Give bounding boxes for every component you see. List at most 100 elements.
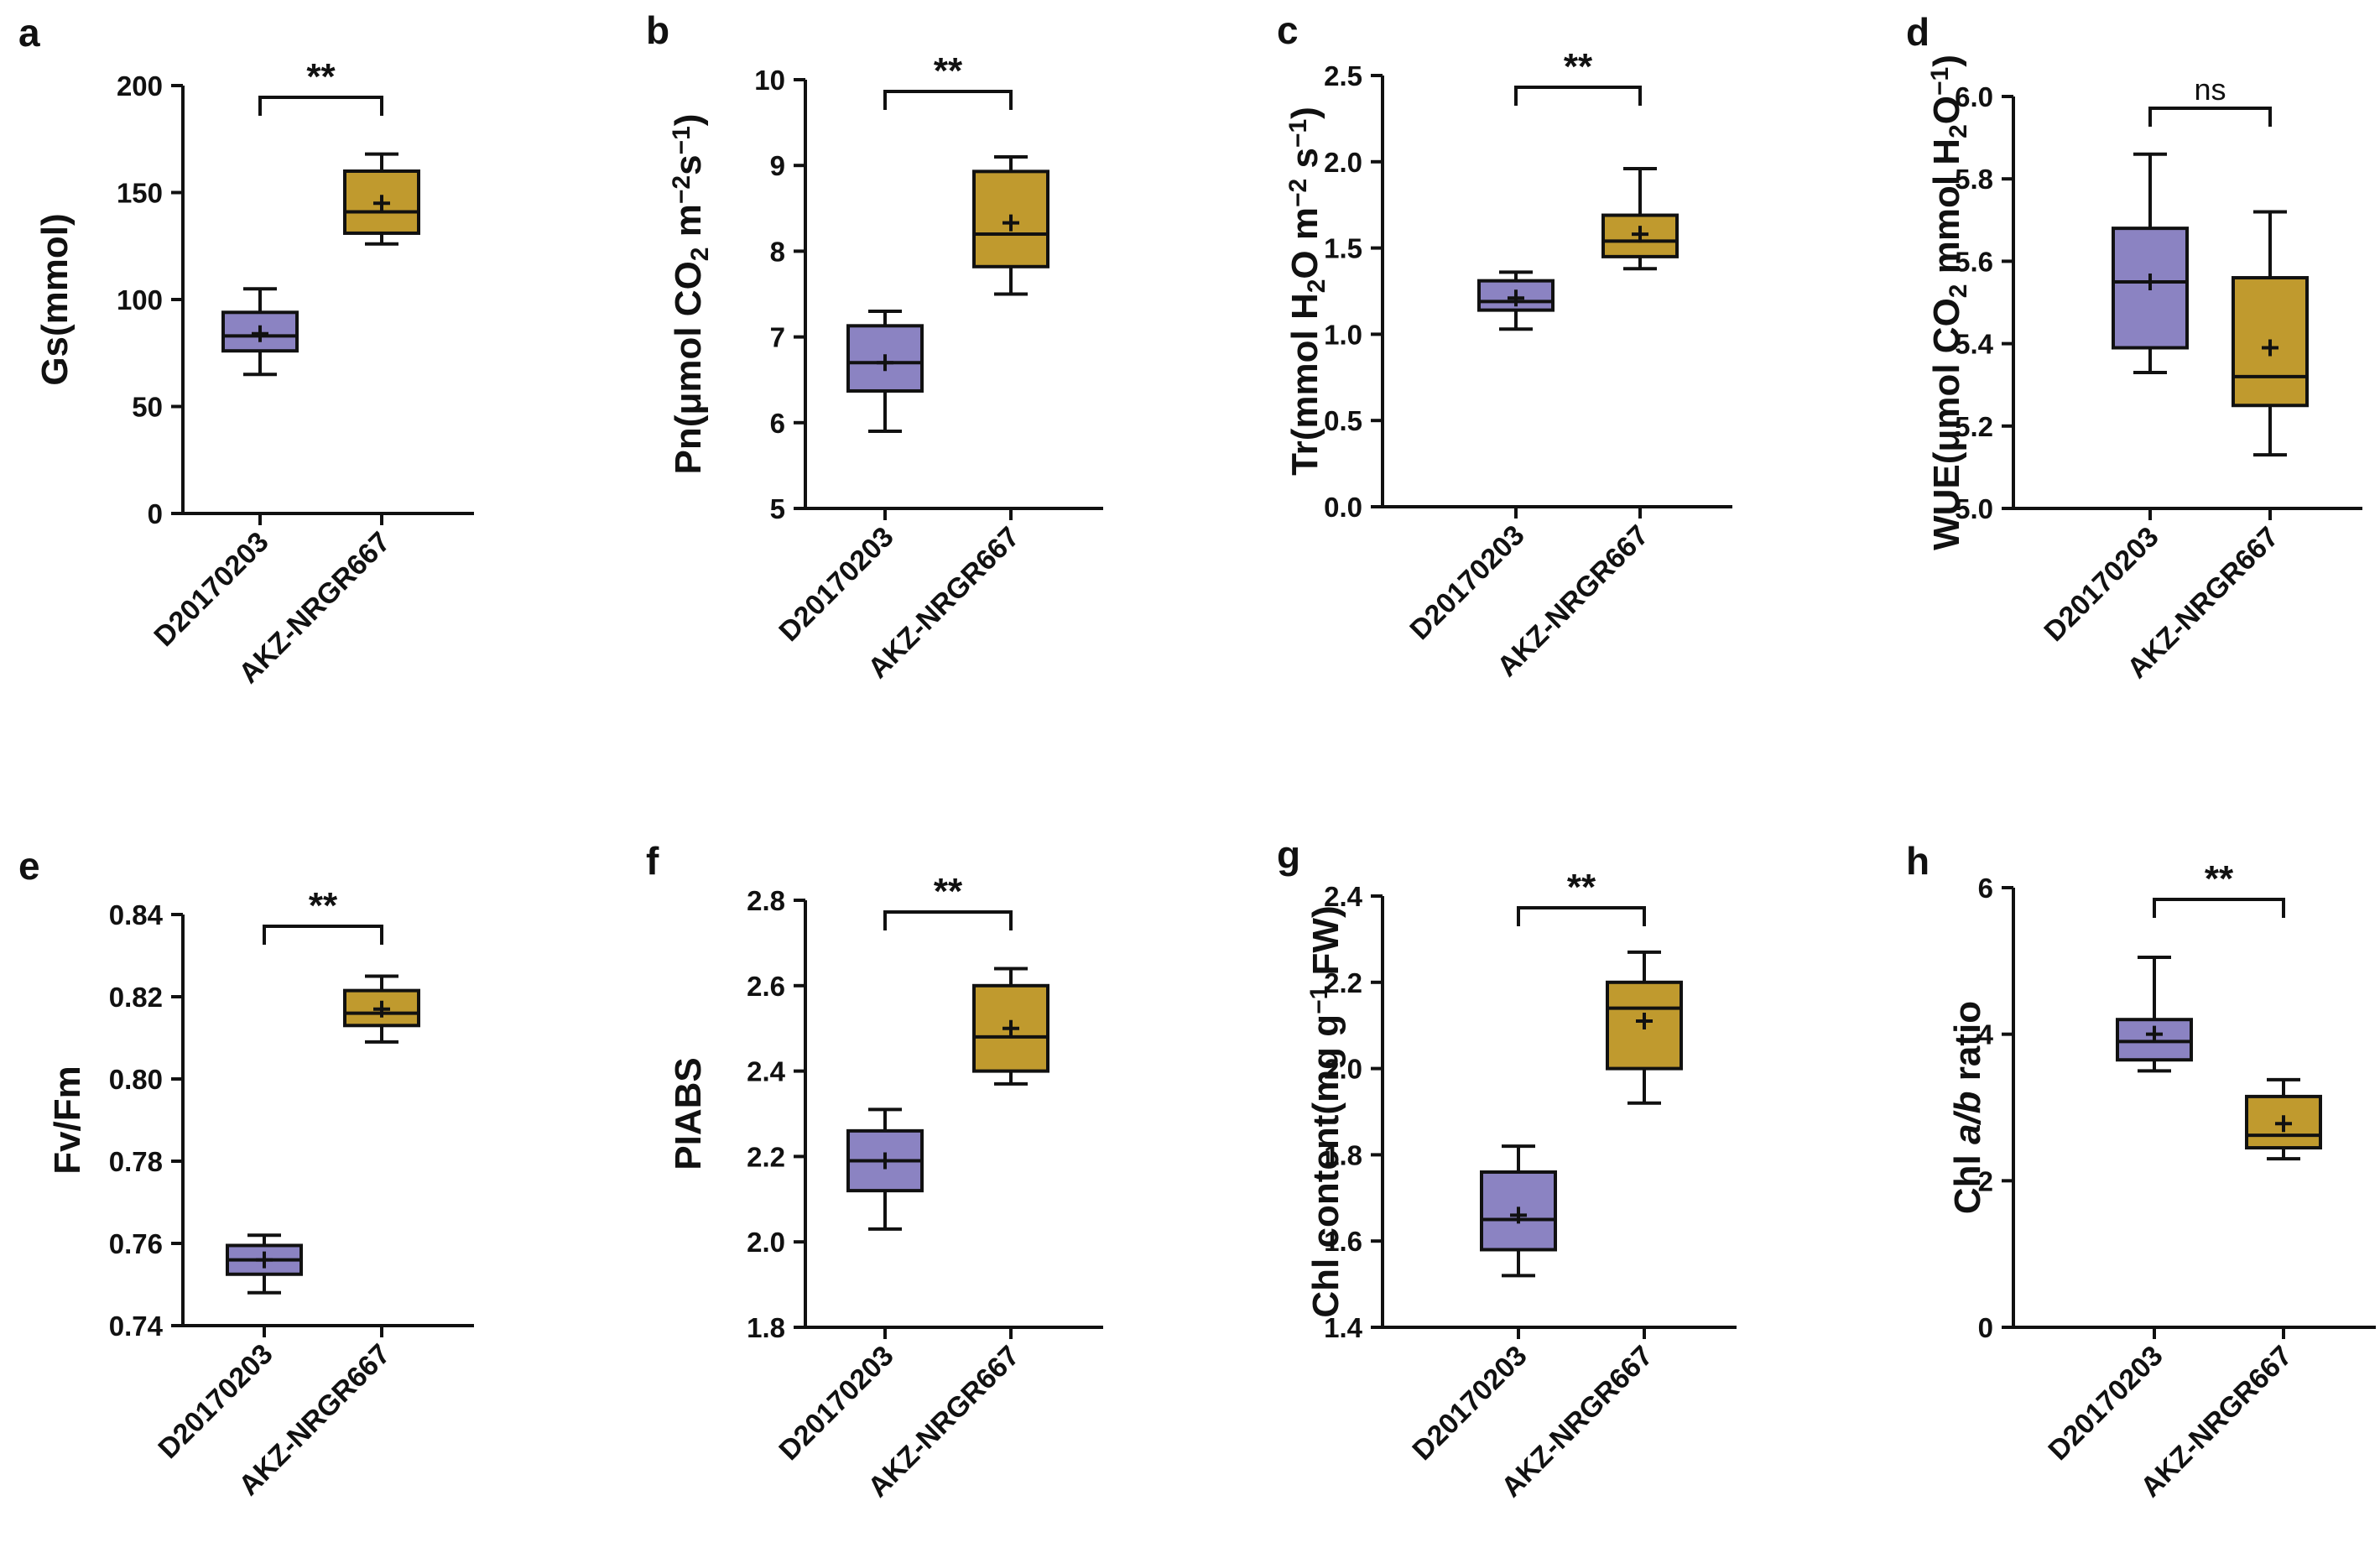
box-1	[2112, 152, 2189, 374]
y-axis-label: WUE(μmol CO2 mmol H2O−1)	[1926, 55, 1973, 550]
y-axis-label-part: −2	[1284, 179, 1312, 207]
mean-marker	[2146, 1025, 2163, 1043]
y-tick-label: 50	[132, 392, 163, 423]
mean-marker	[2142, 273, 2159, 290]
y-axis-label-part: −2	[668, 175, 695, 204]
y-tick-label: 2.4	[1324, 881, 1363, 912]
panel-letter: a	[18, 11, 40, 55]
box-iqr	[846, 324, 924, 393]
y-tick-label: 1.6	[1324, 1226, 1362, 1257]
y-tick-label: 9	[770, 150, 785, 181]
y-axis-label-part: Gs(mmol)	[34, 213, 76, 385]
y-tick-label: 0.74	[109, 1311, 164, 1342]
y-axis-label-part: s	[668, 154, 709, 175]
significance-label: ns	[2194, 72, 2226, 107]
y-tick-label: 2.0	[1324, 1054, 1362, 1085]
y-tick-label: 2.2	[747, 1141, 785, 1172]
significance-label: **	[934, 871, 963, 912]
y-axis-label-part: −1	[1284, 119, 1312, 148]
y-tick-label: 5.2	[1955, 411, 1993, 442]
mean-marker	[877, 354, 893, 372]
category-label: D20170203	[773, 521, 899, 648]
box-1	[221, 287, 299, 377]
panel-e: e0.740.760.780.800.820.84D20170203AKZ-NR…	[18, 844, 474, 1502]
y-tick-label: 1.5	[1324, 233, 1362, 264]
y-tick-label: 5.0	[1955, 493, 1993, 524]
significance-label: **	[306, 56, 336, 97]
y-tick-label: 10	[754, 65, 785, 96]
category-label: D20170203	[1406, 1340, 1533, 1467]
box-2	[1606, 950, 1683, 1105]
y-tick-label: 0.78	[109, 1146, 163, 1177]
mean-marker	[252, 325, 268, 342]
y-tick-label: 0.82	[109, 982, 163, 1013]
category-label: D20170203	[1404, 519, 1530, 646]
significance-bracket	[883, 90, 1013, 110]
y-axis-label-part: −1	[668, 126, 695, 154]
box-2	[972, 154, 1049, 296]
y-tick-label: 0.5	[1324, 405, 1362, 436]
y-tick-label: 0	[148, 498, 163, 529]
y-tick-label: 0	[1978, 1312, 1993, 1343]
panel-letter: f	[646, 839, 659, 883]
mean-marker	[1003, 1019, 1019, 1037]
significance-bracket	[1514, 86, 1642, 106]
y-tick-label: 0.80	[109, 1064, 163, 1095]
y-axis-label-part: −1	[1926, 67, 1954, 96]
y-axis-label-part: Chl	[1947, 1144, 1988, 1214]
panel-g: g1.41.61.82.02.22.4D20170203AKZ-NRGR667C…	[1277, 833, 1737, 1503]
y-tick-label: 6	[770, 408, 785, 439]
y-tick-label: 6	[1978, 873, 1993, 904]
panel-letter: g	[1277, 833, 1300, 877]
y-tick-label: 1.0	[1324, 319, 1362, 350]
y-tick-label: 200	[117, 70, 163, 102]
y-axis-label-part: m	[668, 204, 709, 247]
mean-marker	[1508, 289, 1524, 307]
y-tick-label: 1.4	[1324, 1312, 1363, 1343]
box-1	[846, 1107, 924, 1231]
panel-f: f1.82.02.22.42.62.8D20170203AKZ-NRGR667P…	[646, 839, 1103, 1503]
y-axis-label: PIABS	[668, 1057, 709, 1170]
category-label: D20170203	[2042, 1340, 2169, 1467]
mean-marker	[2275, 1115, 2292, 1133]
panel-letter: e	[18, 844, 40, 888]
mean-marker	[2262, 339, 2278, 357]
y-axis-label-part: )	[1926, 55, 1967, 67]
y-axis-label-part: 2	[1303, 279, 1331, 294]
y-tick-label: 1.8	[1324, 1139, 1362, 1170]
y-axis-label-part: −1	[1305, 986, 1333, 1014]
category-label: D20170203	[773, 1340, 899, 1467]
box-2	[343, 152, 420, 246]
box-2	[972, 967, 1049, 1086]
significance-label: **	[1564, 46, 1593, 87]
y-tick-label: 100	[117, 284, 163, 315]
box-2	[343, 974, 420, 1044]
y-axis-label-part: mmol H	[1926, 138, 1967, 284]
significance-label: **	[309, 885, 338, 926]
y-axis-label-part: O m	[1284, 207, 1325, 279]
y-axis-label: Gs(mmol)	[34, 213, 76, 385]
y-tick-label: 2.5	[1324, 60, 1362, 91]
y-axis-label-part: )	[668, 114, 709, 127]
y-tick-label: 150	[117, 178, 163, 209]
significance-label: **	[1567, 867, 1596, 908]
y-axis-label-part: PIABS	[668, 1057, 709, 1170]
category-label: D20170203	[2038, 521, 2164, 648]
y-tick-label: 0.84	[109, 899, 164, 930]
y-axis-label-part: Tr(mmol H	[1284, 293, 1325, 476]
category-label: D20170203	[152, 1338, 279, 1465]
y-axis-label-part: 2	[1945, 284, 1972, 299]
y-tick-label: 7	[770, 322, 785, 353]
box-2	[2245, 1077, 2322, 1161]
mean-marker	[1636, 1013, 1653, 1030]
significance-bracket	[258, 96, 383, 116]
significance-label: **	[934, 50, 963, 91]
mean-marker	[1632, 226, 1648, 243]
box-1	[1477, 270, 1555, 331]
y-axis-label-part: Fv/Fm	[47, 1066, 88, 1175]
y-tick-label: 6.0	[1955, 81, 1993, 112]
significance-bracket	[2153, 898, 2285, 918]
y-axis-label-part: 2	[686, 248, 714, 262]
y-axis-label-part: a/b	[1947, 1091, 1988, 1144]
